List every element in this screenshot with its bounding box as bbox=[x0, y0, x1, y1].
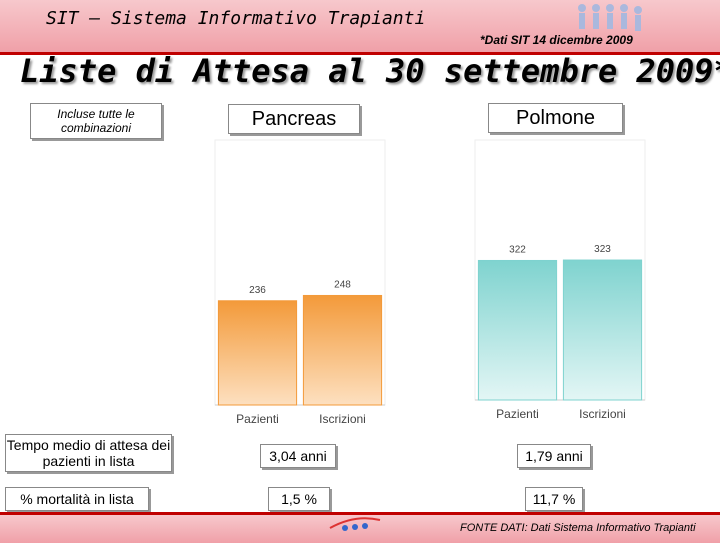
stat: 1,79 anni bbox=[517, 444, 591, 468]
bar bbox=[562, 259, 643, 401]
footer-band bbox=[0, 512, 720, 543]
bar bbox=[477, 259, 558, 401]
header-band bbox=[0, 0, 720, 55]
stat: 3,04 anni bbox=[260, 444, 336, 468]
data-label: 322 bbox=[509, 244, 526, 255]
row-label: Tempo medio di attesa dei pazienti in li… bbox=[5, 434, 172, 472]
bar bbox=[217, 300, 298, 406]
header-title: SIT – Sistema Informativo Trapianti bbox=[46, 8, 426, 29]
chart-title: Polmone bbox=[488, 103, 623, 133]
header-note: *Dati SIT 14 dicembre 2009 bbox=[480, 33, 633, 47]
data-label: 248 bbox=[334, 279, 351, 290]
row-label: % mortalità in lista bbox=[5, 487, 149, 511]
row-label: Incluse tutte le combinazioni bbox=[30, 103, 162, 139]
slide-title: Liste di Attesa al 30 settembre 2009* bbox=[20, 52, 720, 90]
x-tick-label: Pazienti bbox=[236, 412, 279, 426]
x-tick-label: Iscrizioni bbox=[579, 407, 626, 421]
x-tick-label: Iscrizioni bbox=[319, 412, 366, 426]
x-tick-label: Pazienti bbox=[496, 407, 539, 421]
bar bbox=[302, 294, 383, 406]
data-label: 236 bbox=[249, 285, 266, 296]
stat: 1,5 % bbox=[268, 487, 330, 511]
data-label: 323 bbox=[594, 244, 611, 255]
footer-logo bbox=[329, 517, 381, 531]
stat: 11,7 % bbox=[525, 487, 583, 511]
chart-title: Pancreas bbox=[228, 104, 360, 134]
footer-source: FONTE DATI: Dati Sistema Informativo Tra… bbox=[460, 522, 696, 534]
logo-figures bbox=[578, 4, 642, 31]
